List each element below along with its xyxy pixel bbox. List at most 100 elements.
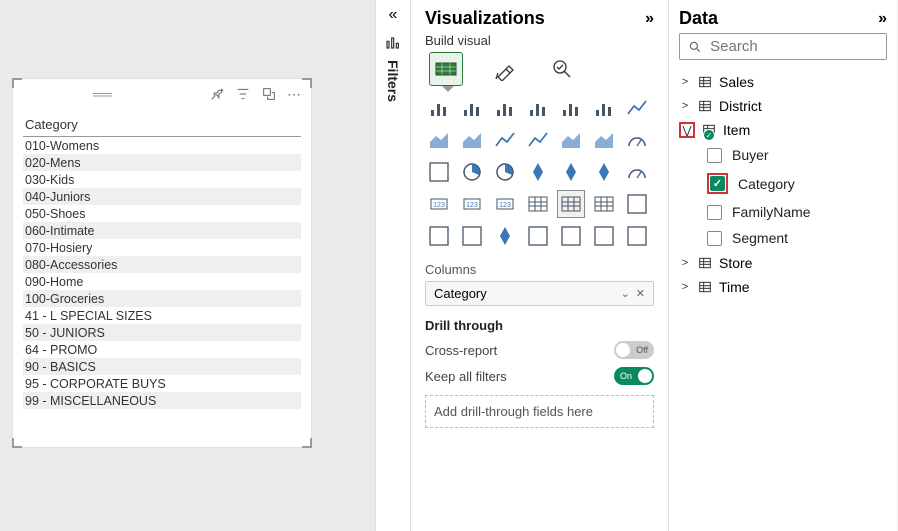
table-row[interactable]: 41 - L SPECIAL SIZES (23, 307, 301, 324)
data-pane: Data » >Sales>District⋁ItemBuyerCategory… (669, 0, 897, 531)
viz-type-gauge[interactable] (623, 158, 651, 186)
viz-type-clustered-bar[interactable] (491, 94, 519, 122)
field-label: Segment (732, 230, 788, 246)
table-row[interactable]: 99 - MISCELLANEOUS (23, 392, 301, 409)
more-options-icon[interactable]: ⋯ (287, 86, 301, 103)
viz-type-filled-map[interactable] (590, 158, 618, 186)
build-visual-tab[interactable] (429, 52, 463, 86)
collapse-data-icon[interactable]: » (878, 10, 887, 28)
table-item[interactable]: ⋁Item (679, 118, 887, 142)
analytics-tab[interactable] (545, 52, 579, 86)
visualization-picker: 123123123 (425, 94, 654, 250)
table-row[interactable]: 95 - CORPORATE BUYS (23, 375, 301, 392)
viz-type-scatter[interactable] (425, 158, 453, 186)
table-row[interactable]: 020-Mens (23, 154, 301, 171)
table-row[interactable]: 64 - PROMO (23, 341, 301, 358)
viz-type-kpi[interactable]: 123 (491, 190, 519, 218)
viz-type-multi-card[interactable]: 123 (458, 190, 486, 218)
viz-type-stacked-column[interactable] (458, 94, 486, 122)
viz-type-line[interactable] (623, 94, 651, 122)
viz-type-treemap[interactable] (524, 158, 552, 186)
viz-type-waterfall[interactable] (590, 126, 618, 154)
filters-icon[interactable] (385, 34, 401, 50)
keep-filters-toggle[interactable]: On (614, 367, 654, 385)
viz-type-py-visual[interactable] (425, 222, 453, 250)
field-checkbox[interactable] (707, 205, 722, 220)
table-row[interactable]: 050-Shoes (23, 205, 301, 222)
viz-type-matrix[interactable] (590, 190, 618, 218)
resize-handle-tr[interactable] (302, 78, 312, 88)
cross-report-toggle[interactable]: Off (614, 341, 654, 359)
field-checkbox[interactable] (707, 148, 722, 163)
viz-type-area[interactable] (425, 126, 453, 154)
viz-type-power-apps[interactable] (623, 222, 651, 250)
field-label: Category (738, 176, 795, 192)
viz-type-paginated[interactable] (590, 222, 618, 250)
search-input[interactable] (710, 38, 878, 55)
field-checkbox[interactable] (707, 231, 722, 246)
field-remove-icon[interactable]: ✕ (636, 287, 645, 300)
viz-type-ribbon[interactable] (557, 126, 585, 154)
viz-type-map[interactable] (557, 158, 585, 186)
viz-type-hundred-column[interactable] (590, 94, 618, 122)
build-visual-label: Build visual (425, 33, 654, 48)
viz-type-table[interactable] (557, 190, 585, 218)
viz-type-narrative[interactable] (557, 222, 585, 250)
table-row[interactable]: 040-Juniors (23, 188, 301, 205)
viz-type-decomp-tree[interactable] (491, 222, 519, 250)
viz-type-slicer[interactable] (524, 190, 552, 218)
viz-type-r-visual[interactable] (623, 190, 651, 218)
table-row[interactable]: 070-Hosiery (23, 239, 301, 256)
viz-type-stacked-bar[interactable] (425, 94, 453, 122)
table-row[interactable]: 060-Intimate (23, 222, 301, 239)
resize-handle-br[interactable] (302, 438, 312, 448)
table-label: Store (719, 255, 752, 271)
table-row[interactable]: 90 - BASICS (23, 358, 301, 375)
field-checkbox[interactable] (710, 176, 725, 191)
field-dropdown-icon[interactable]: ⌄ (621, 287, 630, 300)
table-row[interactable]: 100-Groceries (23, 290, 301, 307)
table-row[interactable]: 50 - JUNIORS (23, 324, 301, 341)
table-row[interactable]: 090-Home (23, 273, 301, 290)
field-category[interactable]: Category (707, 168, 887, 199)
columns-field-well[interactable]: Category ⌄ ✕ (425, 281, 654, 306)
table-row[interactable]: 080-Accessories (23, 256, 301, 273)
expand-filters-icon[interactable]: « (389, 6, 398, 24)
field-segment[interactable]: Segment (707, 225, 887, 251)
drill-through-dropzone[interactable]: Add drill-through fields here (425, 395, 654, 428)
search-box[interactable] (679, 33, 887, 60)
viz-type-line-clustered-col[interactable] (524, 126, 552, 154)
table-time[interactable]: >Time (679, 275, 887, 299)
viz-type-pie[interactable] (458, 158, 486, 186)
field-label: FamilyName (732, 204, 811, 220)
viz-type-donut[interactable] (491, 158, 519, 186)
table-visual[interactable]: ══ ⋯ Category 010-Womens020-Mens030-Kids… (12, 78, 312, 448)
field-buyer[interactable]: Buyer (707, 142, 887, 168)
viz-type-hundred-bar[interactable] (557, 94, 585, 122)
resize-handle-tl[interactable] (12, 78, 22, 88)
viz-type-clustered-column[interactable] (524, 94, 552, 122)
resize-handle-bl[interactable] (12, 438, 22, 448)
format-visual-tab[interactable] (487, 52, 521, 86)
field-pill[interactable]: Category (434, 286, 487, 301)
visualizations-title: Visualizations (425, 8, 545, 29)
field-familyname[interactable]: FamilyName (707, 199, 887, 225)
table-store[interactable]: >Store (679, 251, 887, 275)
filter-icon[interactable] (235, 86, 251, 102)
viz-type-card[interactable]: 123 (425, 190, 453, 218)
drag-handle-icon[interactable]: ══ (93, 86, 111, 102)
column-header[interactable]: Category (23, 113, 301, 137)
focus-mode-icon[interactable] (261, 86, 277, 102)
table-row[interactable]: 010-Womens (23, 137, 301, 154)
collapse-viz-icon[interactable]: » (645, 10, 654, 28)
pin-icon[interactable] (209, 86, 225, 102)
viz-type-funnel[interactable] (623, 126, 651, 154)
viz-type-qa[interactable] (524, 222, 552, 250)
table-sales[interactable]: >Sales (679, 70, 887, 94)
viz-type-line-stacked-col[interactable] (491, 126, 519, 154)
table-district[interactable]: >District (679, 94, 887, 118)
viz-type-stacked-area[interactable] (458, 126, 486, 154)
viz-type-key-influencers[interactable] (458, 222, 486, 250)
filters-label: Filters (385, 60, 401, 102)
table-row[interactable]: 030-Kids (23, 171, 301, 188)
